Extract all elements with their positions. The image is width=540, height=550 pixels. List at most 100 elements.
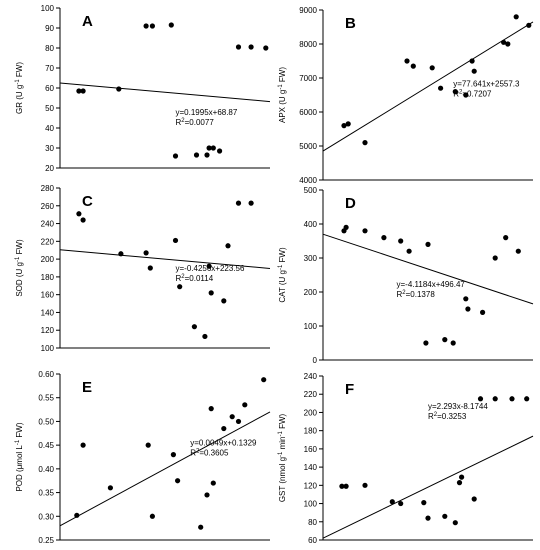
- y-tick-label: 100: [41, 4, 55, 13]
- y-axis-title: GST (nmol g-1 min-1 FW): [278, 413, 287, 502]
- y-tick-label: 220: [41, 237, 55, 246]
- data-point: [343, 224, 349, 230]
- panel-b: 4000 5000 6000 7000 8000 9000 APX (U g-1 FW) By…: [278, 6, 534, 185]
- regression-equation: y=-4.1184x+496.47: [397, 280, 466, 289]
- data-point: [177, 284, 183, 290]
- panel-letter: A: [82, 13, 93, 30]
- y-tick-label: 200: [304, 408, 318, 417]
- data-point: [398, 238, 404, 244]
- data-point: [145, 442, 151, 448]
- data-point: [425, 241, 431, 247]
- y-tick-label: 80: [45, 44, 54, 53]
- regression-equation: y=-0.4256x+223.56: [176, 264, 245, 273]
- data-point: [248, 200, 254, 206]
- y-tick-label: 20: [45, 164, 54, 173]
- data-point: [471, 496, 477, 502]
- y-tick-label: 0.30: [38, 512, 54, 521]
- data-point: [261, 377, 267, 383]
- data-point: [438, 85, 444, 91]
- data-point: [398, 500, 404, 507]
- data-point: [191, 324, 197, 330]
- data-point: [208, 406, 214, 412]
- y-axis-title: GR (U g-1 FW): [15, 62, 24, 114]
- panel-f: 60 80 100 120 140 160 180 200 220 240 GST (nmol g-…: [278, 372, 534, 545]
- data-point: [149, 513, 155, 519]
- data-point: [172, 153, 179, 159]
- data-point: [221, 425, 227, 432]
- data-point: [235, 44, 242, 50]
- y-tick-label: 0.25: [38, 536, 54, 545]
- y-tick-label: 100: [304, 500, 318, 509]
- regression-equation: y=0.1995x+68.87: [176, 108, 238, 117]
- y-tick-label: 0.35: [38, 489, 54, 498]
- data-point: [477, 396, 484, 402]
- panel-a: 20 30 40 50 60 70 80 90 100 GR (U g-1 FW) Ay=0.199…: [15, 4, 271, 173]
- data-point: [210, 145, 216, 151]
- data-point: [505, 41, 511, 47]
- panel-e: 0.25 0.30 0.35 0.40 0.45 0.50 0.55 0.60 POD (μmo…: [15, 370, 271, 545]
- data-point: [501, 39, 507, 45]
- y-tick-label: 6000: [299, 108, 317, 117]
- data-point: [425, 515, 431, 521]
- data-point: [242, 402, 248, 408]
- y-tick-label: 400: [304, 220, 318, 229]
- r-squared: R2=0.0077: [176, 118, 215, 127]
- data-point: [389, 499, 395, 505]
- data-point: [429, 65, 435, 71]
- data-point: [513, 14, 519, 20]
- data-point: [74, 512, 80, 518]
- data-point: [107, 485, 113, 491]
- data-point: [469, 58, 475, 64]
- y-tick-label: 140: [304, 463, 318, 472]
- data-point: [450, 340, 456, 346]
- y-tick-label: 80: [308, 518, 317, 527]
- data-point: [442, 513, 448, 519]
- data-point: [143, 23, 149, 29]
- y-tick-label: 70: [45, 64, 54, 73]
- y-axis-title: POD (μmol L-1 FW): [15, 422, 24, 491]
- panel-c: 100 120 140 160 180 200 220 240 260 280 SOD (U g-1…: [15, 184, 271, 353]
- y-tick-label: 180: [304, 427, 318, 436]
- panel-letter: F: [345, 381, 354, 398]
- data-point: [381, 235, 387, 241]
- data-point: [208, 290, 214, 296]
- y-axis-title: CAT (U g-1 FW): [278, 247, 287, 303]
- y-tick-label: 200: [304, 288, 318, 297]
- y-axis-title: APX (U g-1 FW): [278, 67, 287, 123]
- regression-equation: y=77.641x+2557.3: [453, 80, 520, 89]
- panel-letter: B: [345, 15, 356, 32]
- regression-equation: y=0.0049x+0.1329: [190, 438, 257, 447]
- data-point: [362, 140, 368, 146]
- y-tick-label: 140: [41, 308, 55, 317]
- data-point: [235, 418, 242, 425]
- data-point: [456, 480, 463, 486]
- y-tick-label: 0.55: [38, 394, 54, 403]
- data-point: [248, 44, 254, 50]
- data-point: [526, 22, 532, 28]
- data-point: [492, 396, 498, 402]
- data-point: [221, 298, 227, 304]
- data-point: [263, 45, 269, 51]
- y-tick-label: 120: [304, 481, 318, 490]
- y-tick-label: 90: [45, 24, 54, 33]
- data-point: [471, 68, 477, 74]
- data-point: [76, 88, 82, 94]
- data-point: [362, 228, 368, 234]
- data-point: [421, 500, 427, 506]
- y-tick-label: 0.50: [38, 417, 54, 426]
- data-point: [503, 235, 509, 241]
- y-tick-label: 50: [45, 104, 54, 113]
- data-point: [509, 396, 515, 402]
- data-point: [492, 255, 498, 261]
- trend-line: [59, 82, 271, 103]
- y-tick-label: 300: [304, 254, 318, 263]
- data-point: [406, 248, 412, 254]
- y-tick-label: 0: [313, 356, 318, 365]
- y-tick-label: 9000: [299, 6, 317, 15]
- r-squared: R2=0.3253: [428, 412, 467, 421]
- data-point: [515, 248, 521, 254]
- y-axis-title: SOD (U g-1 FW): [15, 239, 24, 297]
- data-point: [343, 483, 349, 489]
- panel-letter: E: [82, 379, 92, 396]
- data-point: [229, 414, 235, 420]
